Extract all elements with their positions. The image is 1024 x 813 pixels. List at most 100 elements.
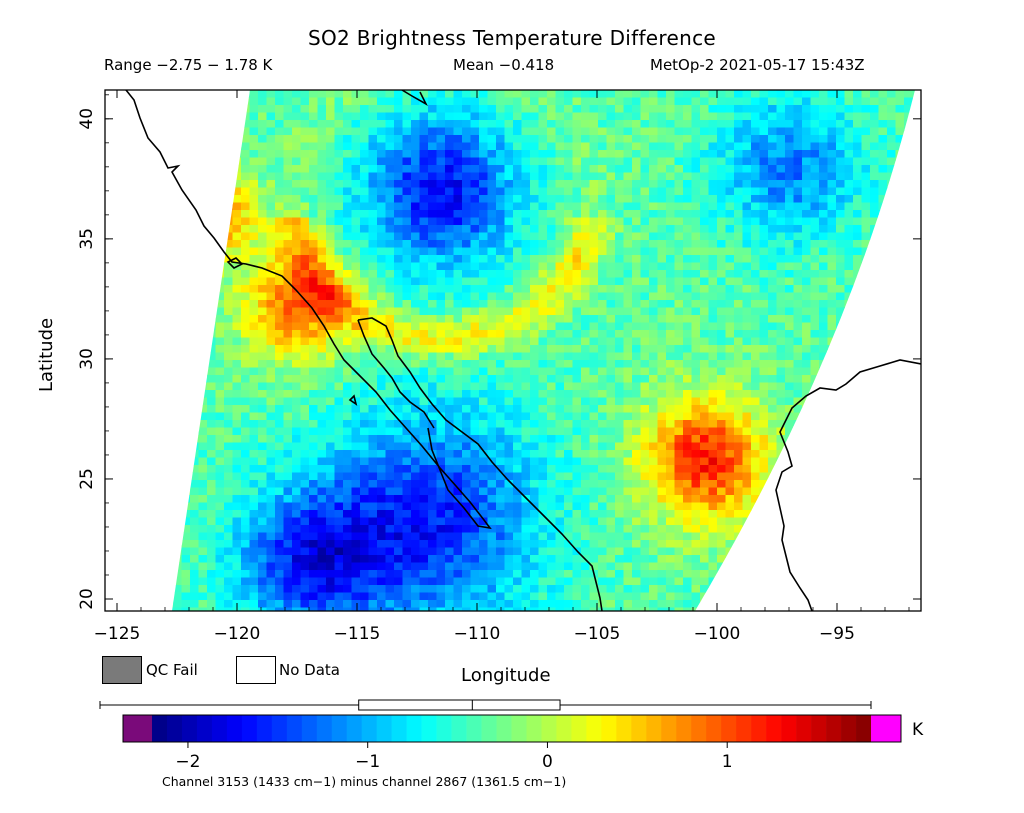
heatmap-cell bbox=[904, 292, 913, 301]
heatmap-cell bbox=[819, 337, 828, 346]
heatmap-cell bbox=[241, 390, 250, 398]
heatmap-cell bbox=[419, 435, 429, 443]
heatmap-cell bbox=[241, 457, 250, 466]
heatmap-cell bbox=[436, 352, 446, 361]
heatmap-cell bbox=[139, 300, 148, 308]
heatmap-cell bbox=[428, 300, 437, 308]
heatmap-cell bbox=[878, 112, 888, 121]
heatmap-cell bbox=[122, 338, 131, 346]
heatmap-cell bbox=[105, 308, 114, 316]
heatmap-cell bbox=[649, 255, 658, 263]
heatmap-cell bbox=[572, 352, 582, 361]
heatmap-cell bbox=[844, 225, 854, 233]
heatmap-cell bbox=[470, 120, 480, 128]
heatmap-cell bbox=[402, 247, 412, 256]
heatmap-cell bbox=[215, 390, 225, 398]
heatmap-cell bbox=[691, 352, 701, 361]
heatmap-cell bbox=[547, 457, 556, 466]
heatmap-cell bbox=[258, 285, 267, 293]
heatmap-cell bbox=[632, 322, 641, 331]
heatmap-cell bbox=[870, 187, 879, 196]
heatmap-cell bbox=[360, 375, 369, 383]
heatmap-cell bbox=[538, 435, 548, 443]
heatmap-cell bbox=[368, 397, 378, 406]
heatmap-cell bbox=[249, 360, 259, 368]
heatmap-cell bbox=[589, 247, 599, 256]
heatmap-cell bbox=[640, 120, 650, 128]
heatmap-cell bbox=[904, 472, 913, 481]
heatmap-cell bbox=[734, 315, 743, 323]
heatmap-cell bbox=[317, 255, 327, 263]
heatmap-cell bbox=[768, 247, 777, 256]
heatmap-cell bbox=[742, 292, 752, 301]
heatmap-cell bbox=[131, 338, 140, 346]
heatmap-cell bbox=[122, 113, 131, 121]
heatmap-cell bbox=[453, 412, 463, 421]
heatmap-cell bbox=[708, 180, 718, 188]
heatmap-cell bbox=[581, 330, 590, 338]
heatmap-cell bbox=[300, 97, 310, 106]
heatmap-cell bbox=[411, 457, 420, 466]
heatmap-cell bbox=[207, 457, 216, 466]
heatmap-cell bbox=[513, 187, 522, 196]
heatmap-cell bbox=[717, 457, 726, 466]
heatmap-cell bbox=[139, 353, 148, 361]
heatmap-cell bbox=[428, 165, 437, 173]
heatmap-cell bbox=[232, 135, 242, 143]
heatmap-cell bbox=[496, 390, 505, 398]
heatmap-cell bbox=[292, 337, 301, 346]
heatmap-cell bbox=[615, 307, 624, 316]
heatmap-cell bbox=[190, 157, 199, 166]
heatmap-cell bbox=[657, 375, 667, 383]
heatmap-cell bbox=[317, 127, 327, 136]
heatmap-cell bbox=[275, 300, 284, 308]
heatmap-cell bbox=[266, 240, 276, 248]
heatmap-cell bbox=[462, 180, 471, 188]
heatmap-cell bbox=[717, 465, 726, 473]
heatmap-cell bbox=[538, 225, 548, 233]
heatmap-cell bbox=[606, 300, 616, 308]
heatmap-cell bbox=[496, 322, 505, 331]
heatmap-cell bbox=[844, 127, 854, 136]
heatmap-cell bbox=[419, 285, 429, 293]
heatmap-cell bbox=[258, 337, 267, 346]
heatmap-cell bbox=[334, 127, 344, 136]
heatmap-cell bbox=[912, 300, 915, 308]
heatmap-cell bbox=[547, 375, 556, 383]
heatmap-cell bbox=[547, 465, 556, 473]
heatmap-cell bbox=[810, 202, 820, 211]
heatmap-cell bbox=[181, 97, 191, 106]
heatmap-cell bbox=[190, 127, 199, 136]
heatmap-cell bbox=[700, 90, 709, 98]
heatmap-cell bbox=[428, 150, 437, 158]
heatmap-cell bbox=[411, 360, 420, 368]
heatmap-cell bbox=[615, 262, 624, 271]
heatmap-cell bbox=[776, 210, 786, 218]
heatmap-cell bbox=[861, 435, 871, 443]
heatmap-cell bbox=[172, 465, 174, 473]
heatmap-cell bbox=[598, 90, 607, 98]
heatmap-cell bbox=[895, 187, 905, 196]
heatmap-cell bbox=[198, 382, 208, 391]
heatmap-cell bbox=[445, 240, 454, 248]
heatmap-cell bbox=[351, 345, 361, 353]
heatmap-cell bbox=[198, 240, 208, 248]
heatmap-cell bbox=[190, 142, 199, 151]
heatmap-cell bbox=[368, 232, 378, 241]
heatmap-cell bbox=[334, 315, 344, 323]
heatmap-cell bbox=[190, 270, 199, 278]
heatmap-cell bbox=[266, 195, 276, 203]
heatmap-cell bbox=[878, 187, 888, 196]
heatmap-cell bbox=[708, 120, 718, 128]
heatmap-cell bbox=[827, 292, 837, 301]
heatmap-cell bbox=[810, 120, 820, 128]
heatmap-cell bbox=[300, 120, 310, 128]
heatmap-cell bbox=[224, 450, 233, 458]
heatmap-cell bbox=[844, 442, 854, 451]
heatmap-cell bbox=[394, 135, 403, 143]
heatmap-cell bbox=[581, 112, 590, 121]
heatmap-cell bbox=[215, 112, 225, 121]
heatmap-cell bbox=[131, 278, 140, 286]
heatmap-cell bbox=[878, 180, 888, 188]
heatmap-cell bbox=[895, 442, 905, 451]
